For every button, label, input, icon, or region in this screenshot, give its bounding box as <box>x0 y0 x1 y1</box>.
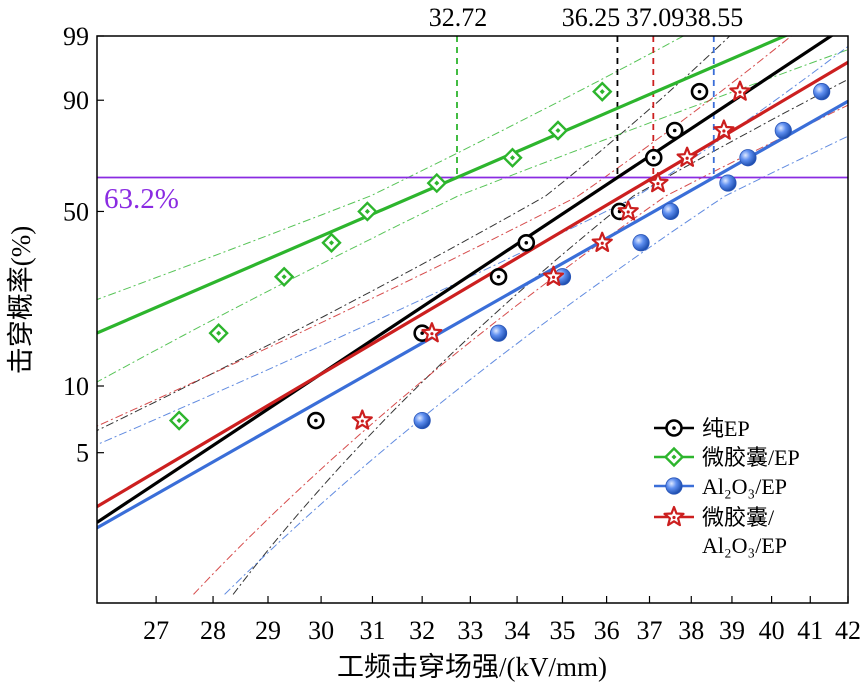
legend-label: 微胶囊/EP <box>702 445 800 470</box>
x-tick-label: 30 <box>308 616 334 645</box>
data-point-series-3 <box>730 82 749 100</box>
x-tick-label: 38 <box>678 616 704 645</box>
legend-marker <box>667 421 682 436</box>
x-tick-label: 34 <box>504 616 530 645</box>
x-tick-label: 39 <box>719 616 745 645</box>
data-point-series-2 <box>662 203 678 219</box>
scale-value-label: 38.55 <box>685 3 744 32</box>
x-tick-label: 35 <box>549 616 575 645</box>
data-point-series-2 <box>490 325 506 341</box>
data-point-series-0 <box>519 235 534 250</box>
x-tick-label: 40 <box>759 616 785 645</box>
data-point-series-3 <box>714 121 733 139</box>
data-point-series-1 <box>323 234 340 251</box>
data-point-series-0 <box>646 150 661 165</box>
x-tick-label: 33 <box>457 616 483 645</box>
data-point-series-1 <box>594 83 611 100</box>
legend-marker <box>666 478 682 494</box>
y-tick-label: 90 <box>63 86 89 115</box>
y-tick-label: 50 <box>63 197 89 226</box>
data-point-series-0 <box>308 413 323 428</box>
x-tick-label: 32 <box>409 616 435 645</box>
data-point-series-0 <box>692 84 707 99</box>
x-tick-label: 27 <box>143 616 169 645</box>
data-point-series-2 <box>740 150 756 166</box>
data-point-series-2 <box>633 235 649 251</box>
x-tick-label: 41 <box>797 616 823 645</box>
legend-marker <box>666 449 683 466</box>
x-tick-label: 42 <box>835 616 861 645</box>
data-point-series-1 <box>276 268 293 285</box>
y-axis-title: 击穿概率(%) <box>6 226 36 374</box>
legend: 纯EP 微胶囊/EP Al₂O₃/EP 微胶囊/Al₂O₃/EP <box>654 416 800 558</box>
x-tick-label: 29 <box>255 616 281 645</box>
confidence-band-series-1 <box>0 29 696 594</box>
scale-value-label: 37.09 <box>626 3 685 32</box>
confidence-band-series-0 <box>0 29 737 594</box>
x-tick-label: 28 <box>200 616 226 645</box>
data-point-series-2 <box>813 83 829 99</box>
legend-label: Al₂O₃/EP <box>702 474 787 499</box>
data-point-series-2 <box>720 175 736 191</box>
legend-label: 纯EP <box>702 416 750 441</box>
scale-value-label: 32.72 <box>429 3 488 32</box>
x-tick-label: 37 <box>637 616 663 645</box>
confidence-band-series-3 <box>0 29 800 594</box>
y-tick-label: 99 <box>63 22 89 51</box>
legend-marker <box>665 507 684 525</box>
data-point-series-2 <box>414 412 430 428</box>
scale-value-label: 36.25 <box>562 3 621 32</box>
data-point-series-0 <box>667 123 682 138</box>
reference-line-label: 63.2% <box>104 183 179 215</box>
y-tick-label: 5 <box>76 439 89 468</box>
y-tick-label: 10 <box>63 372 89 401</box>
legend-label: 微胶囊/ <box>702 505 775 530</box>
data-point-series-0 <box>491 269 506 284</box>
legend-label-line2: Al₂O₃/EP <box>702 533 787 558</box>
x-axis-title: 工频击穿场强/(kV/mm) <box>337 652 607 682</box>
data-point-series-3 <box>648 173 667 191</box>
data-point-series-2 <box>775 122 791 138</box>
x-tick-label: 31 <box>359 616 385 645</box>
x-tick-label: 36 <box>594 616 620 645</box>
data-point-series-1 <box>171 412 188 429</box>
data-point-series-1 <box>210 325 227 342</box>
